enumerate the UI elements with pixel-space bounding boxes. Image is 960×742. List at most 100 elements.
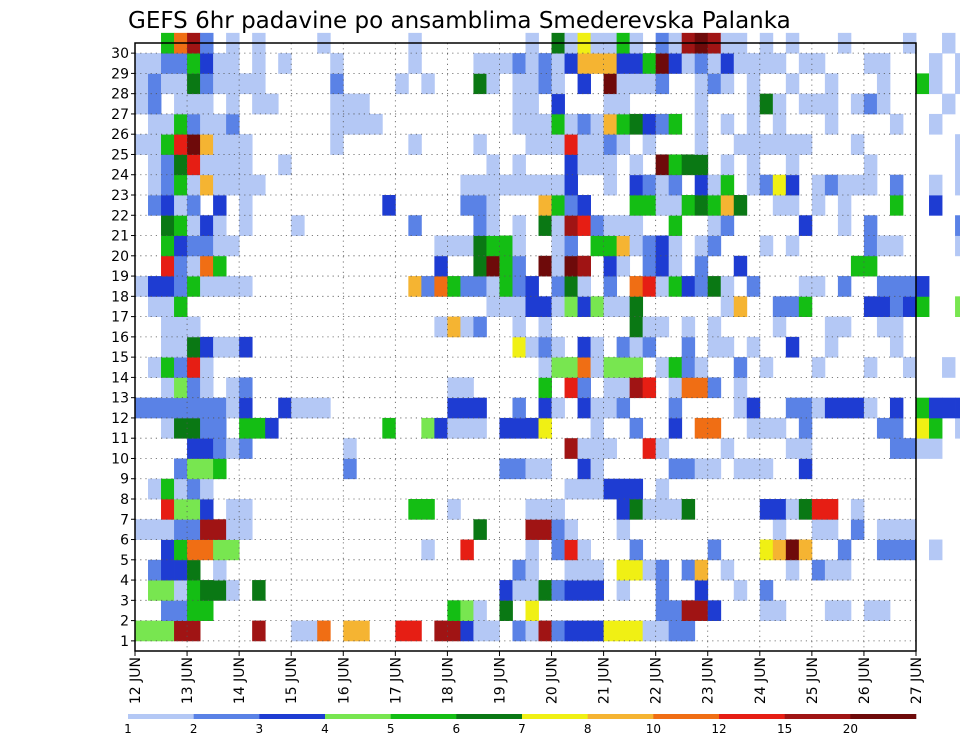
- precip-cell: [837, 195, 852, 216]
- precip-cell: [473, 255, 487, 277]
- precip-cell: [720, 276, 735, 297]
- precip-cell: [200, 417, 214, 439]
- precip-cell: [863, 600, 878, 621]
- precip-cell: [929, 174, 943, 196]
- precip-cell: [811, 499, 826, 520]
- precip-cell: [434, 235, 448, 257]
- precip-cell: [135, 276, 149, 297]
- precip-cell: [174, 134, 188, 155]
- precip-cell: [161, 134, 175, 155]
- precip-cell: [707, 417, 722, 439]
- legend-label: 10: [646, 722, 661, 736]
- precip-cell: [187, 458, 201, 480]
- precip-cell: [512, 53, 526, 74]
- precip-cell: [525, 53, 539, 74]
- precip-cell: [174, 316, 188, 338]
- precip-cell: [785, 559, 800, 581]
- precip-cell: [889, 397, 904, 419]
- y-tick-label: 27: [111, 107, 129, 123]
- precip-cell: [590, 336, 604, 358]
- precip-cell: [916, 397, 930, 419]
- precip-cell: [148, 134, 162, 155]
- precip-cell: [187, 113, 201, 135]
- precip-cell: [174, 580, 188, 601]
- precip-cell: [447, 397, 461, 419]
- precip-cell: [200, 255, 214, 277]
- precip-cell: [356, 93, 370, 115]
- precip-cell: [929, 53, 943, 74]
- precip-cell: [226, 113, 240, 135]
- precip-cell: [512, 255, 526, 277]
- precip-cell: [707, 73, 722, 95]
- precip-cell: [616, 255, 631, 277]
- precip-cell: [902, 519, 917, 540]
- precip-cell: [213, 73, 227, 95]
- precip-cell: [226, 438, 240, 459]
- precip-cell: [616, 377, 631, 399]
- precip-cell: [161, 296, 175, 317]
- precip-cell: [577, 559, 591, 581]
- precip-cell: [772, 519, 787, 540]
- precip-cell: [239, 154, 253, 176]
- precip-cell: [681, 154, 696, 176]
- precip-cell: [148, 559, 162, 581]
- precip-cell: [226, 53, 240, 74]
- legend-label: 7: [518, 722, 526, 736]
- precip-cell: [707, 276, 722, 297]
- precip-cell: [746, 154, 761, 176]
- legend-swatch: [128, 714, 194, 719]
- precip-cell: [174, 174, 188, 196]
- precip-cell: [577, 296, 591, 317]
- precip-cell: [434, 255, 448, 277]
- precip-cell: [772, 195, 787, 216]
- precip-cell: [278, 397, 292, 419]
- precip-cell: [863, 296, 878, 317]
- precip-cell: [889, 316, 904, 338]
- precip-cell: [577, 53, 591, 74]
- precip-cell: [395, 73, 409, 95]
- precip-cell: [642, 316, 657, 338]
- precip-cell: [616, 397, 631, 419]
- precip-cell: [252, 417, 266, 439]
- precip-cell: [746, 276, 761, 297]
- precip-cell: [707, 316, 722, 338]
- precip-cell: [551, 539, 565, 561]
- precip-cell: [577, 539, 591, 561]
- precip-cell: [187, 195, 201, 216]
- precip-cell: [161, 519, 175, 540]
- precip-cell: [434, 620, 448, 642]
- precip-cell: [785, 174, 800, 196]
- precip-cell: [759, 174, 774, 196]
- precip-cell: [148, 620, 162, 642]
- precip-cell: [525, 458, 539, 480]
- precip-cell: [876, 235, 891, 257]
- precip-cell: [785, 438, 800, 459]
- precip-cell: [772, 417, 787, 439]
- legend-swatch: [390, 714, 457, 719]
- precip-cell: [239, 174, 253, 196]
- precip-cell: [525, 417, 539, 439]
- precip-cell: [460, 235, 474, 257]
- precip-cell: [863, 215, 878, 236]
- precip-cell: [876, 296, 891, 317]
- precip-cell: [590, 458, 604, 480]
- precip-cell: [187, 377, 201, 399]
- precip-cell: [642, 195, 657, 216]
- precip-cell: [694, 154, 709, 176]
- precip-cell: [733, 255, 748, 277]
- precip-cell: [226, 539, 240, 561]
- precip-cell: [759, 580, 774, 601]
- precip-cell: [942, 397, 956, 419]
- precip-cell: [759, 417, 774, 439]
- precip-cell: [668, 417, 683, 439]
- precip-cell: [538, 499, 552, 520]
- y-tick-label: 16: [111, 330, 129, 346]
- precip-cell: [785, 235, 800, 257]
- precip-cell: [343, 93, 357, 115]
- precip-cell: [187, 499, 201, 520]
- precip-cell: [798, 499, 813, 520]
- y-tick-label: 9: [120, 472, 129, 488]
- precip-cell: [408, 499, 422, 520]
- x-tick-label: 18 JUN: [440, 657, 456, 704]
- precip-cell: [733, 357, 748, 378]
